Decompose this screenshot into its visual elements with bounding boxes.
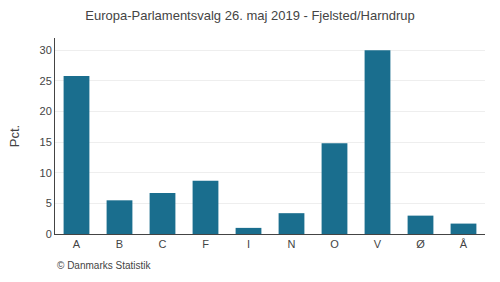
svg-text:Ø: Ø [416, 238, 425, 250]
svg-text:25: 25 [40, 75, 52, 87]
svg-text:15: 15 [40, 136, 52, 148]
svg-text:O: O [330, 238, 339, 250]
svg-text:C: C [159, 238, 167, 250]
svg-text:A: A [73, 238, 81, 250]
svg-text:5: 5 [46, 197, 52, 209]
svg-text:20: 20 [40, 105, 52, 117]
svg-text:0: 0 [46, 228, 52, 240]
svg-text:© Danmarks Statistik: © Danmarks Statistik [57, 260, 152, 271]
svg-text:Europa-Parlamentsvalg 26. maj: Europa-Parlamentsvalg 26. maj 2019 - Fje… [85, 8, 415, 23]
svg-text:B: B [116, 238, 123, 250]
svg-text:I: I [247, 238, 250, 250]
svg-text:10: 10 [40, 167, 52, 179]
svg-text:Å: Å [460, 238, 468, 250]
svg-text:F: F [202, 238, 209, 250]
svg-text:V: V [374, 238, 382, 250]
svg-text:N: N [288, 238, 296, 250]
svg-text:Pct.: Pct. [7, 125, 22, 147]
svg-text:30: 30 [40, 44, 52, 56]
